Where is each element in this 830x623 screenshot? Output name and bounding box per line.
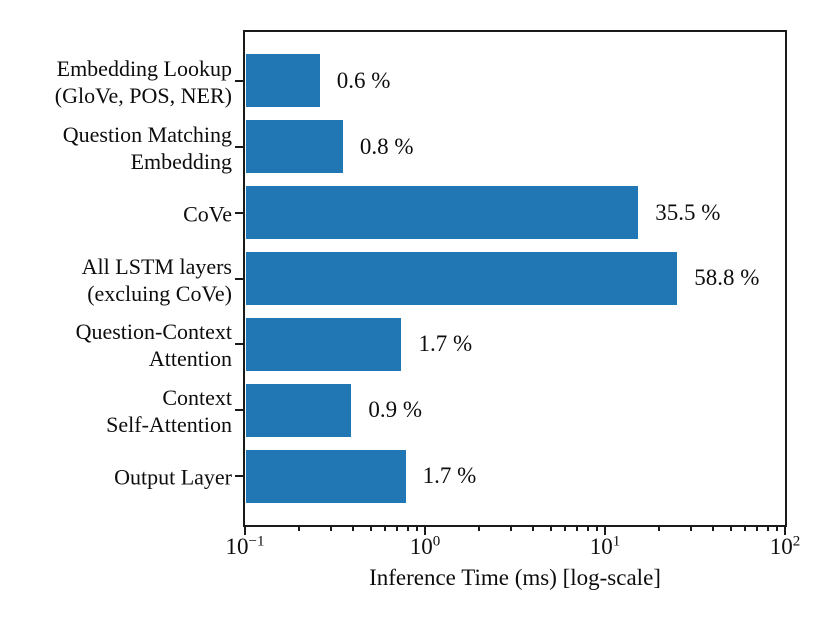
plot-area — [243, 30, 787, 527]
x-minor-tick — [658, 526, 661, 531]
category-label: Embedding Lookup (GloVe, POS, NER) — [55, 55, 232, 109]
x-minor-tick — [689, 526, 692, 531]
bar — [246, 252, 678, 305]
y-tick — [235, 211, 244, 214]
category-label-line: Embedding Lookup — [56, 55, 232, 81]
y-tick — [235, 277, 244, 280]
x-tick-label: 101 — [590, 534, 621, 560]
x-minor-tick — [712, 526, 715, 531]
bar-value-label: 0.6 % — [336, 67, 391, 93]
x-minor-tick — [775, 526, 778, 531]
x-minor-tick — [478, 526, 481, 531]
category-label: CoVe — [183, 200, 232, 227]
category-label: Context Self-Attention — [106, 384, 232, 438]
x-minor-tick — [352, 526, 355, 531]
y-tick — [235, 145, 244, 148]
x-minor-tick — [298, 526, 301, 531]
x-minor-tick — [369, 526, 372, 531]
bar-value-label: 0.8 % — [359, 133, 414, 159]
category-label-line: Output Layer — [114, 464, 232, 490]
bar-value-label: 35.5 % — [655, 199, 721, 225]
x-minor-tick — [766, 526, 769, 531]
x-tick — [244, 526, 246, 535]
x-minor-tick — [406, 526, 409, 531]
y-tick — [235, 343, 244, 346]
category-label-line: Context — [162, 385, 232, 411]
bar — [246, 318, 402, 371]
bar — [246, 449, 406, 503]
x-axis-label: Inference Time (ms) [log-scale] — [369, 565, 661, 590]
x-tick-base: 10 — [409, 534, 433, 559]
category-label-line: Question-Context — [75, 319, 232, 345]
x-minor-tick — [329, 526, 332, 531]
x-minor-tick — [384, 526, 387, 531]
x-tick-label: 102 — [770, 534, 801, 560]
category-label-line: (GloVe, POS, NER) — [54, 82, 232, 108]
x-minor-tick — [564, 526, 567, 531]
category-label-line: Embedding — [130, 148, 232, 174]
x-minor-tick — [595, 526, 598, 531]
x-tick-label: 10−1 — [226, 534, 265, 560]
x-minor-tick — [415, 526, 418, 531]
category-label: Question-Context Attention — [76, 318, 232, 372]
category-label: Output Layer — [114, 464, 232, 491]
bar-value-label: 58.8 % — [694, 265, 760, 291]
x-tick-base: 10 — [769, 534, 793, 559]
x-minor-tick — [549, 526, 552, 531]
x-minor-tick — [396, 526, 399, 531]
x-tick — [424, 526, 426, 535]
x-minor-tick — [576, 526, 579, 531]
bar — [246, 186, 639, 239]
bar-value-label: 0.9 % — [368, 397, 423, 423]
x-tick — [604, 526, 606, 535]
y-tick — [235, 79, 244, 82]
x-minor-tick — [509, 526, 512, 531]
category-label-line: Question Matching — [62, 121, 232, 147]
x-minor-tick — [532, 526, 535, 531]
x-minor-tick — [744, 526, 747, 531]
x-tick-exponent: 1 — [612, 533, 621, 550]
category-label-line: All LSTM layers — [81, 253, 232, 279]
category-label: Question Matching Embedding — [63, 121, 232, 175]
category-label-line: CoVe — [183, 201, 232, 227]
category-label: All LSTM layers (excluing CoVe) — [82, 253, 232, 307]
x-tick-label: 100 — [410, 534, 441, 560]
x-tick-base: 10 — [589, 534, 613, 559]
x-tick-exponent: −1 — [248, 533, 265, 550]
x-tick-exponent: 0 — [432, 533, 441, 550]
category-label-line: Attention — [148, 346, 232, 372]
bar-value-label: 1.7 % — [418, 331, 473, 357]
x-minor-tick — [729, 526, 732, 531]
x-tick-exponent: 2 — [792, 533, 801, 550]
category-label-line: Self-Attention — [106, 412, 232, 438]
bar — [246, 383, 352, 437]
category-label-line: (excluing CoVe) — [87, 280, 232, 306]
bar-value-label: 1.7 % — [422, 463, 477, 489]
y-tick — [235, 409, 244, 412]
y-tick — [235, 475, 244, 478]
x-minor-tick — [586, 526, 589, 531]
x-minor-tick — [756, 526, 759, 531]
x-tick — [784, 526, 786, 535]
bar — [246, 54, 320, 108]
bar — [246, 120, 343, 174]
x-tick-base: 10 — [225, 534, 249, 559]
